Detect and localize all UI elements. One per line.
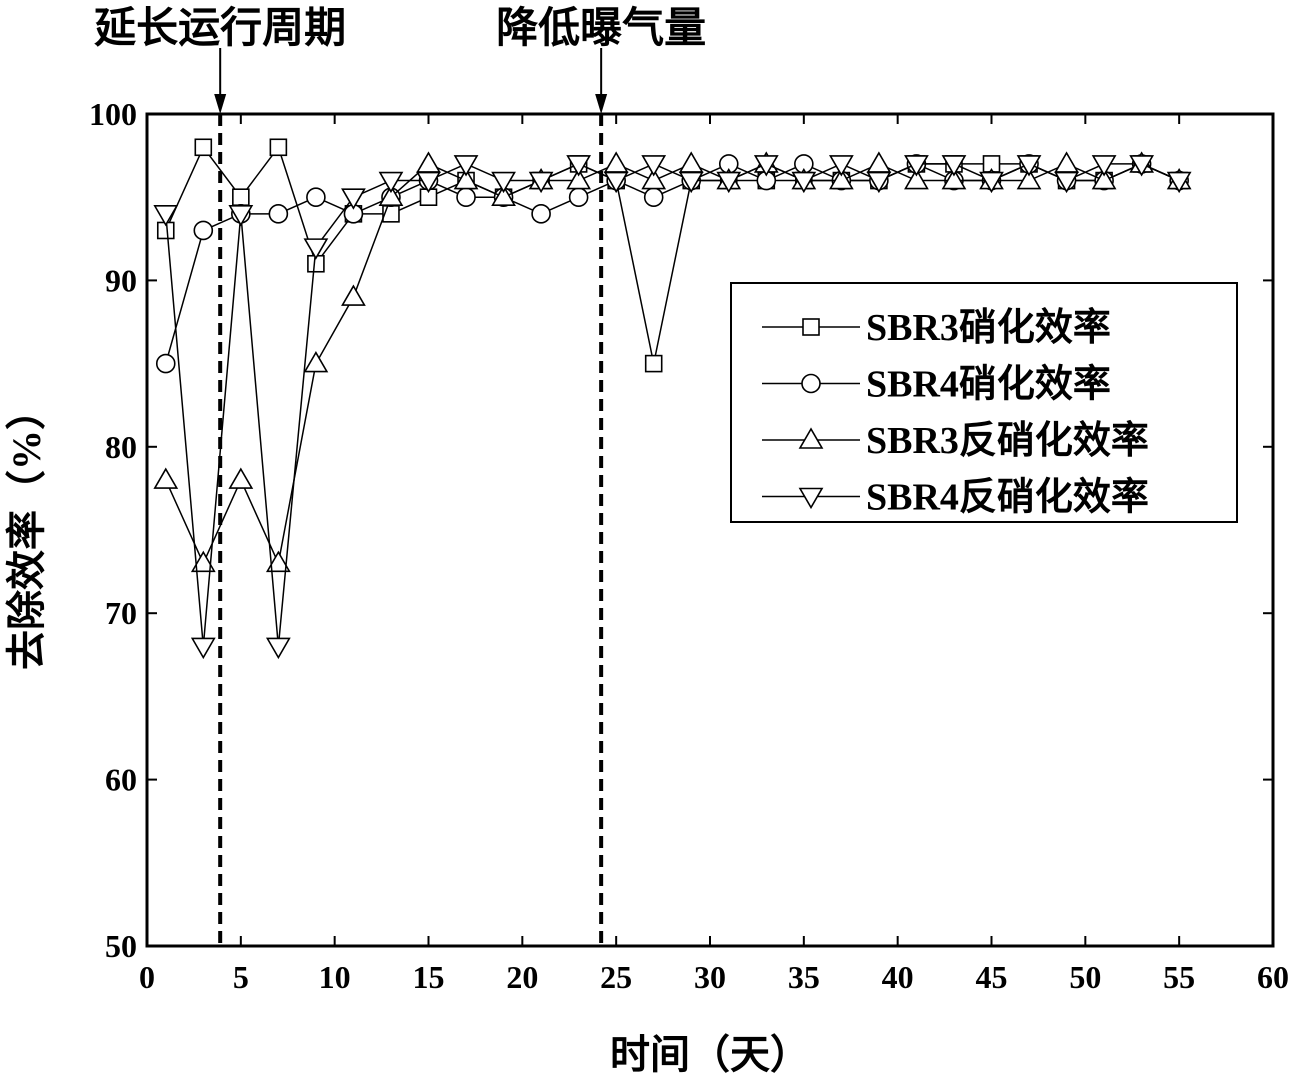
marker (531, 204, 551, 224)
y-tick-label: 100 (89, 96, 137, 132)
marker (904, 167, 929, 190)
marker (904, 155, 929, 177)
x-tick-label: 0 (139, 959, 155, 995)
marker (303, 238, 329, 260)
marker (232, 188, 250, 206)
marker (303, 351, 329, 373)
marker (1016, 167, 1042, 190)
marker (641, 167, 667, 190)
y-tick-label: 90 (105, 262, 137, 298)
marker (828, 155, 854, 177)
marker (1091, 167, 1117, 190)
marker (491, 171, 516, 194)
marker (265, 637, 291, 660)
marker (644, 354, 663, 373)
marker (193, 220, 214, 241)
marker (753, 155, 779, 177)
arrow-head (214, 94, 227, 114)
marker (941, 167, 967, 190)
x-tick-label: 50 (1069, 959, 1101, 995)
x-tick-label: 25 (600, 959, 632, 995)
marker (643, 187, 664, 207)
marker (453, 155, 479, 177)
marker (378, 184, 404, 206)
marker (802, 318, 820, 336)
marker (190, 637, 216, 660)
y-tick-label: 50 (105, 928, 137, 964)
x-tick-label: 55 (1163, 959, 1195, 995)
marker (268, 204, 289, 224)
marker (798, 487, 824, 510)
marker (190, 550, 216, 573)
marker (568, 187, 589, 207)
marker (979, 171, 1004, 194)
series-line (165, 145, 1180, 364)
marker (265, 550, 291, 573)
marker (528, 171, 554, 194)
marker (341, 188, 366, 210)
marker (866, 151, 892, 173)
marker (269, 138, 288, 157)
x-tick-label: 30 (694, 959, 726, 995)
x-tick-label: 35 (788, 959, 820, 995)
marker (678, 151, 704, 173)
marker (566, 155, 592, 177)
marker (678, 171, 704, 194)
marker (306, 187, 326, 207)
marker (828, 167, 854, 190)
marker (378, 171, 404, 194)
marker (491, 184, 516, 206)
marker (228, 467, 254, 489)
annotation: 降低曝气量 (496, 5, 706, 52)
legend-label: SBR4反硝化效率 (866, 477, 1149, 519)
marker (155, 353, 176, 374)
marker (941, 155, 967, 177)
marker (1054, 151, 1079, 173)
marker (1016, 155, 1042, 177)
x-tick-label: 40 (882, 959, 914, 995)
x-tick-label: 10 (319, 959, 351, 995)
marker (566, 167, 592, 190)
marker (453, 167, 479, 190)
marker (1129, 155, 1155, 177)
y-tick-label: 70 (105, 595, 137, 631)
series-line (165, 163, 1180, 647)
marker (153, 205, 179, 227)
y-axis-label: 去除效率（%） (4, 390, 49, 670)
marker (456, 187, 476, 207)
marker (866, 171, 892, 194)
marker (228, 205, 254, 227)
x-tick-label: 45 (976, 959, 1008, 995)
marker (416, 151, 441, 173)
marker (341, 284, 366, 306)
marker (1166, 171, 1192, 194)
legend-label: SBR4硝化效率 (866, 364, 1111, 406)
y-tick-label: 60 (105, 762, 137, 798)
x-tick-label: 15 (413, 959, 445, 995)
marker (1091, 155, 1117, 177)
marker (603, 151, 629, 173)
y-tick-label: 80 (105, 429, 137, 465)
marker (603, 171, 629, 194)
x-axis-label: 时间（天） (610, 1032, 810, 1077)
legend-label: SBR3硝化效率 (866, 307, 1111, 349)
marker (153, 467, 179, 489)
marker (791, 171, 817, 194)
marker (194, 138, 213, 157)
marker (801, 373, 821, 394)
marker (416, 171, 441, 194)
annotation: 延长运行周期 (94, 5, 346, 52)
marker (641, 155, 667, 177)
legend-label: SBR3反硝化效率 (866, 420, 1149, 462)
x-tick-label: 20 (506, 959, 538, 995)
x-tick-label: 60 (1257, 959, 1289, 995)
x-tick-label: 5 (233, 959, 249, 995)
marker (716, 171, 742, 194)
marker (1054, 171, 1079, 194)
arrow-head (595, 94, 608, 114)
marker (798, 427, 824, 449)
